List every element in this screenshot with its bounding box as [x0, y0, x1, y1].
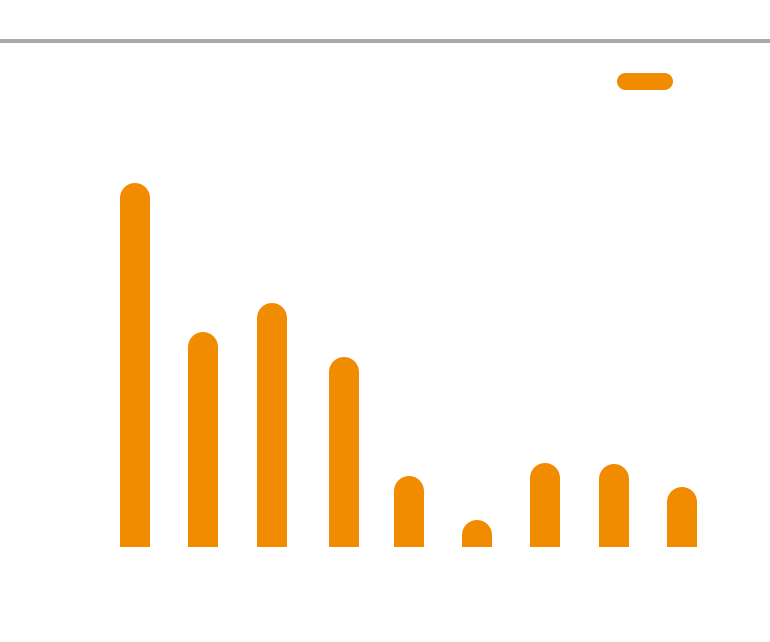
bars-group [120, 183, 697, 547]
legend-swatch [617, 73, 673, 90]
bar-5 [394, 476, 424, 547]
bar-9 [667, 487, 697, 547]
bar-2 [188, 332, 218, 547]
legend [617, 73, 673, 90]
bar-3 [257, 303, 287, 547]
bar-4 [329, 357, 359, 547]
top-divider [0, 39, 770, 43]
bar-8 [599, 464, 629, 547]
bar-1 [120, 183, 150, 547]
bar-6 [462, 520, 492, 547]
bar-7 [530, 463, 560, 547]
